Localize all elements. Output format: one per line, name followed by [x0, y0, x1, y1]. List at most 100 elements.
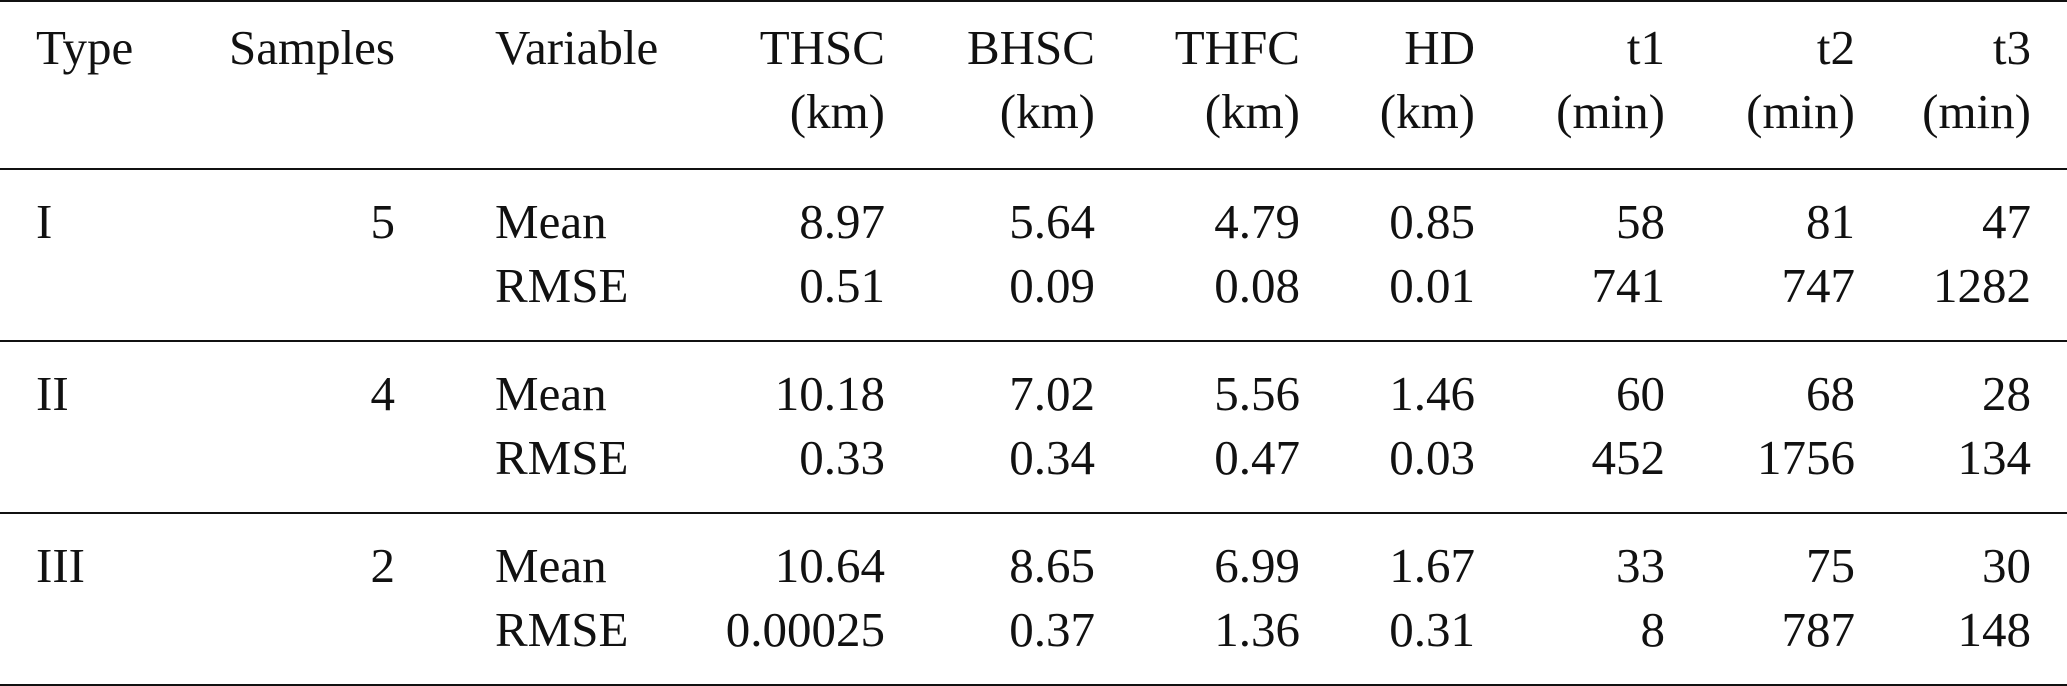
cell-type-empty [0, 598, 175, 686]
cell-thsc: 0.33 [660, 426, 885, 514]
header-thfc: THFC (km) [1095, 0, 1300, 170]
header-thsc: THSC (km) [660, 0, 885, 170]
table-row: RMSE 0.33 0.34 0.47 0.03 452 1756 134 [0, 426, 2067, 514]
header-t1-label: t1 [1626, 20, 1665, 75]
table-header: Type Samples Variable THSC (km) BHSC (km… [0, 0, 2067, 170]
cell-t2: 747 [1665, 254, 1855, 342]
cell-t1: 452 [1475, 426, 1665, 514]
header-t3: t3 (min) [1855, 0, 2067, 170]
header-type-label: Type [36, 20, 134, 75]
header-t1-unit: (min) [1556, 84, 1665, 139]
table-row: II 4 Mean 10.18 7.02 5.56 1.46 60 68 28 [0, 341, 2067, 426]
table-row: I 5 Mean 8.97 5.64 4.79 0.85 58 81 47 [0, 169, 2067, 254]
cell-variable: Mean [495, 538, 607, 593]
group-type-iii: III 2 Mean 10.64 8.65 6.99 1.67 33 75 30… [0, 513, 2067, 686]
table-row: RMSE 0.51 0.09 0.08 0.01 741 747 1282 [0, 254, 2067, 342]
cell-t3: 148 [1855, 598, 2067, 686]
cell-thfc: 4.79 [1214, 194, 1300, 249]
cell-t3: 30 [1982, 538, 2031, 593]
header-bhsc: BHSC (km) [885, 0, 1095, 170]
header-thfc-label: THFC [1174, 20, 1300, 75]
cell-hd: 0.03 [1300, 426, 1475, 514]
cell-variable: RMSE [395, 254, 660, 342]
cell-t2: 787 [1665, 598, 1855, 686]
cell-samples: 5 [370, 194, 396, 249]
cell-thsc: 10.64 [774, 538, 885, 593]
header-hd: HD (km) [1300, 0, 1475, 170]
header-t3-unit: (min) [1922, 84, 2031, 139]
table-row: RMSE 0.00025 0.37 1.36 0.31 8 787 148 [0, 598, 2067, 686]
cell-thfc: 0.47 [1095, 426, 1300, 514]
header-bhsc-unit: (km) [999, 84, 1095, 139]
header-bhsc-label: BHSC [966, 20, 1095, 75]
cell-t3: 28 [1982, 366, 2031, 421]
cell-bhsc: 0.09 [885, 254, 1095, 342]
cell-thsc: 8.97 [799, 194, 885, 249]
header-thfc-unit: (km) [1204, 84, 1300, 139]
cell-t3: 134 [1855, 426, 2067, 514]
header-variable: Variable [395, 0, 660, 170]
cell-t3: 1282 [1855, 254, 2067, 342]
header-thsc-unit: (km) [789, 84, 885, 139]
group-type-i: I 5 Mean 8.97 5.64 4.79 0.85 58 81 47 RM… [0, 169, 2067, 342]
cell-hd: 0.01 [1300, 254, 1475, 342]
cell-type-empty [0, 254, 175, 342]
table-row: III 2 Mean 10.64 8.65 6.99 1.67 33 75 30 [0, 513, 2067, 598]
header-samples-label: Samples [228, 20, 395, 75]
cell-bhsc: 0.37 [885, 598, 1095, 686]
header-t1: t1 (min) [1475, 0, 1665, 170]
header-t2-unit: (min) [1746, 84, 1855, 139]
cell-t2: 1756 [1665, 426, 1855, 514]
cell-variable: RMSE [395, 598, 660, 686]
cell-bhsc: 7.02 [1009, 366, 1095, 421]
header-hd-label: HD [1404, 20, 1475, 75]
cell-bhsc: 0.34 [885, 426, 1095, 514]
cell-type: II [36, 366, 69, 421]
cell-hd: 1.67 [1389, 538, 1475, 593]
cell-hd: 1.46 [1389, 366, 1475, 421]
cell-variable: Mean [495, 366, 607, 421]
cell-bhsc: 8.65 [1009, 538, 1095, 593]
cell-bhsc: 5.64 [1009, 194, 1095, 249]
header-t2: t2 (min) [1665, 0, 1855, 170]
header-t3-label: t3 [1992, 20, 2031, 75]
cell-thsc: 10.18 [774, 366, 885, 421]
cell-t2: 75 [1806, 538, 1855, 593]
cell-variable: Mean [495, 194, 607, 249]
cell-t2: 68 [1806, 366, 1855, 421]
cell-t3: 47 [1982, 194, 2031, 249]
cell-samples: 2 [370, 538, 396, 593]
header-t2-label: t2 [1816, 20, 1855, 75]
header-thsc-label: THSC [759, 20, 885, 75]
header-variable-label: Variable [495, 20, 659, 75]
cell-samples: 4 [370, 366, 396, 421]
cell-samples-empty [175, 426, 395, 514]
header-hd-unit: (km) [1379, 84, 1475, 139]
header-row: Type Samples Variable THSC (km) BHSC (km… [0, 0, 2067, 170]
cell-t1: 8 [1475, 598, 1665, 686]
cell-samples-empty [175, 598, 395, 686]
cell-thfc: 6.99 [1214, 538, 1300, 593]
cell-hd: 0.31 [1300, 598, 1475, 686]
cell-type-empty [0, 426, 175, 514]
cell-type: III [36, 538, 85, 593]
header-samples: Samples [175, 0, 395, 170]
cell-samples-empty [175, 254, 395, 342]
cell-type: I [36, 194, 53, 249]
group-type-ii: II 4 Mean 10.18 7.02 5.56 1.46 60 68 28 … [0, 341, 2067, 514]
cell-t1: 58 [1616, 194, 1665, 249]
cell-thfc: 0.08 [1095, 254, 1300, 342]
cell-hd: 0.85 [1389, 194, 1475, 249]
header-type: Type [0, 0, 175, 170]
cell-thsc: 0.00025 [660, 598, 885, 686]
cell-t2: 81 [1806, 194, 1855, 249]
cell-t1: 33 [1616, 538, 1665, 593]
cell-variable: RMSE [395, 426, 660, 514]
cell-thfc: 5.56 [1214, 366, 1300, 421]
cell-thfc: 1.36 [1095, 598, 1300, 686]
cell-t1: 60 [1616, 366, 1665, 421]
cell-thsc: 0.51 [660, 254, 885, 342]
cell-t1: 741 [1475, 254, 1665, 342]
